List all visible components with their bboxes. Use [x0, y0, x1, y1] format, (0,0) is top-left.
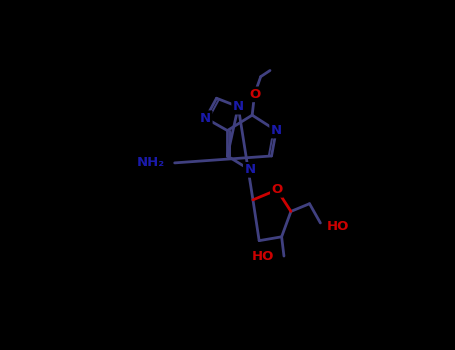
- Text: O: O: [249, 88, 260, 101]
- Text: N: N: [233, 100, 244, 113]
- Text: N: N: [271, 124, 282, 137]
- Text: N: N: [244, 163, 255, 176]
- Text: HO: HO: [252, 250, 274, 262]
- Text: O: O: [271, 183, 283, 196]
- Text: HO: HO: [327, 220, 349, 233]
- Text: N: N: [200, 112, 211, 125]
- Text: NH₂: NH₂: [137, 156, 165, 169]
